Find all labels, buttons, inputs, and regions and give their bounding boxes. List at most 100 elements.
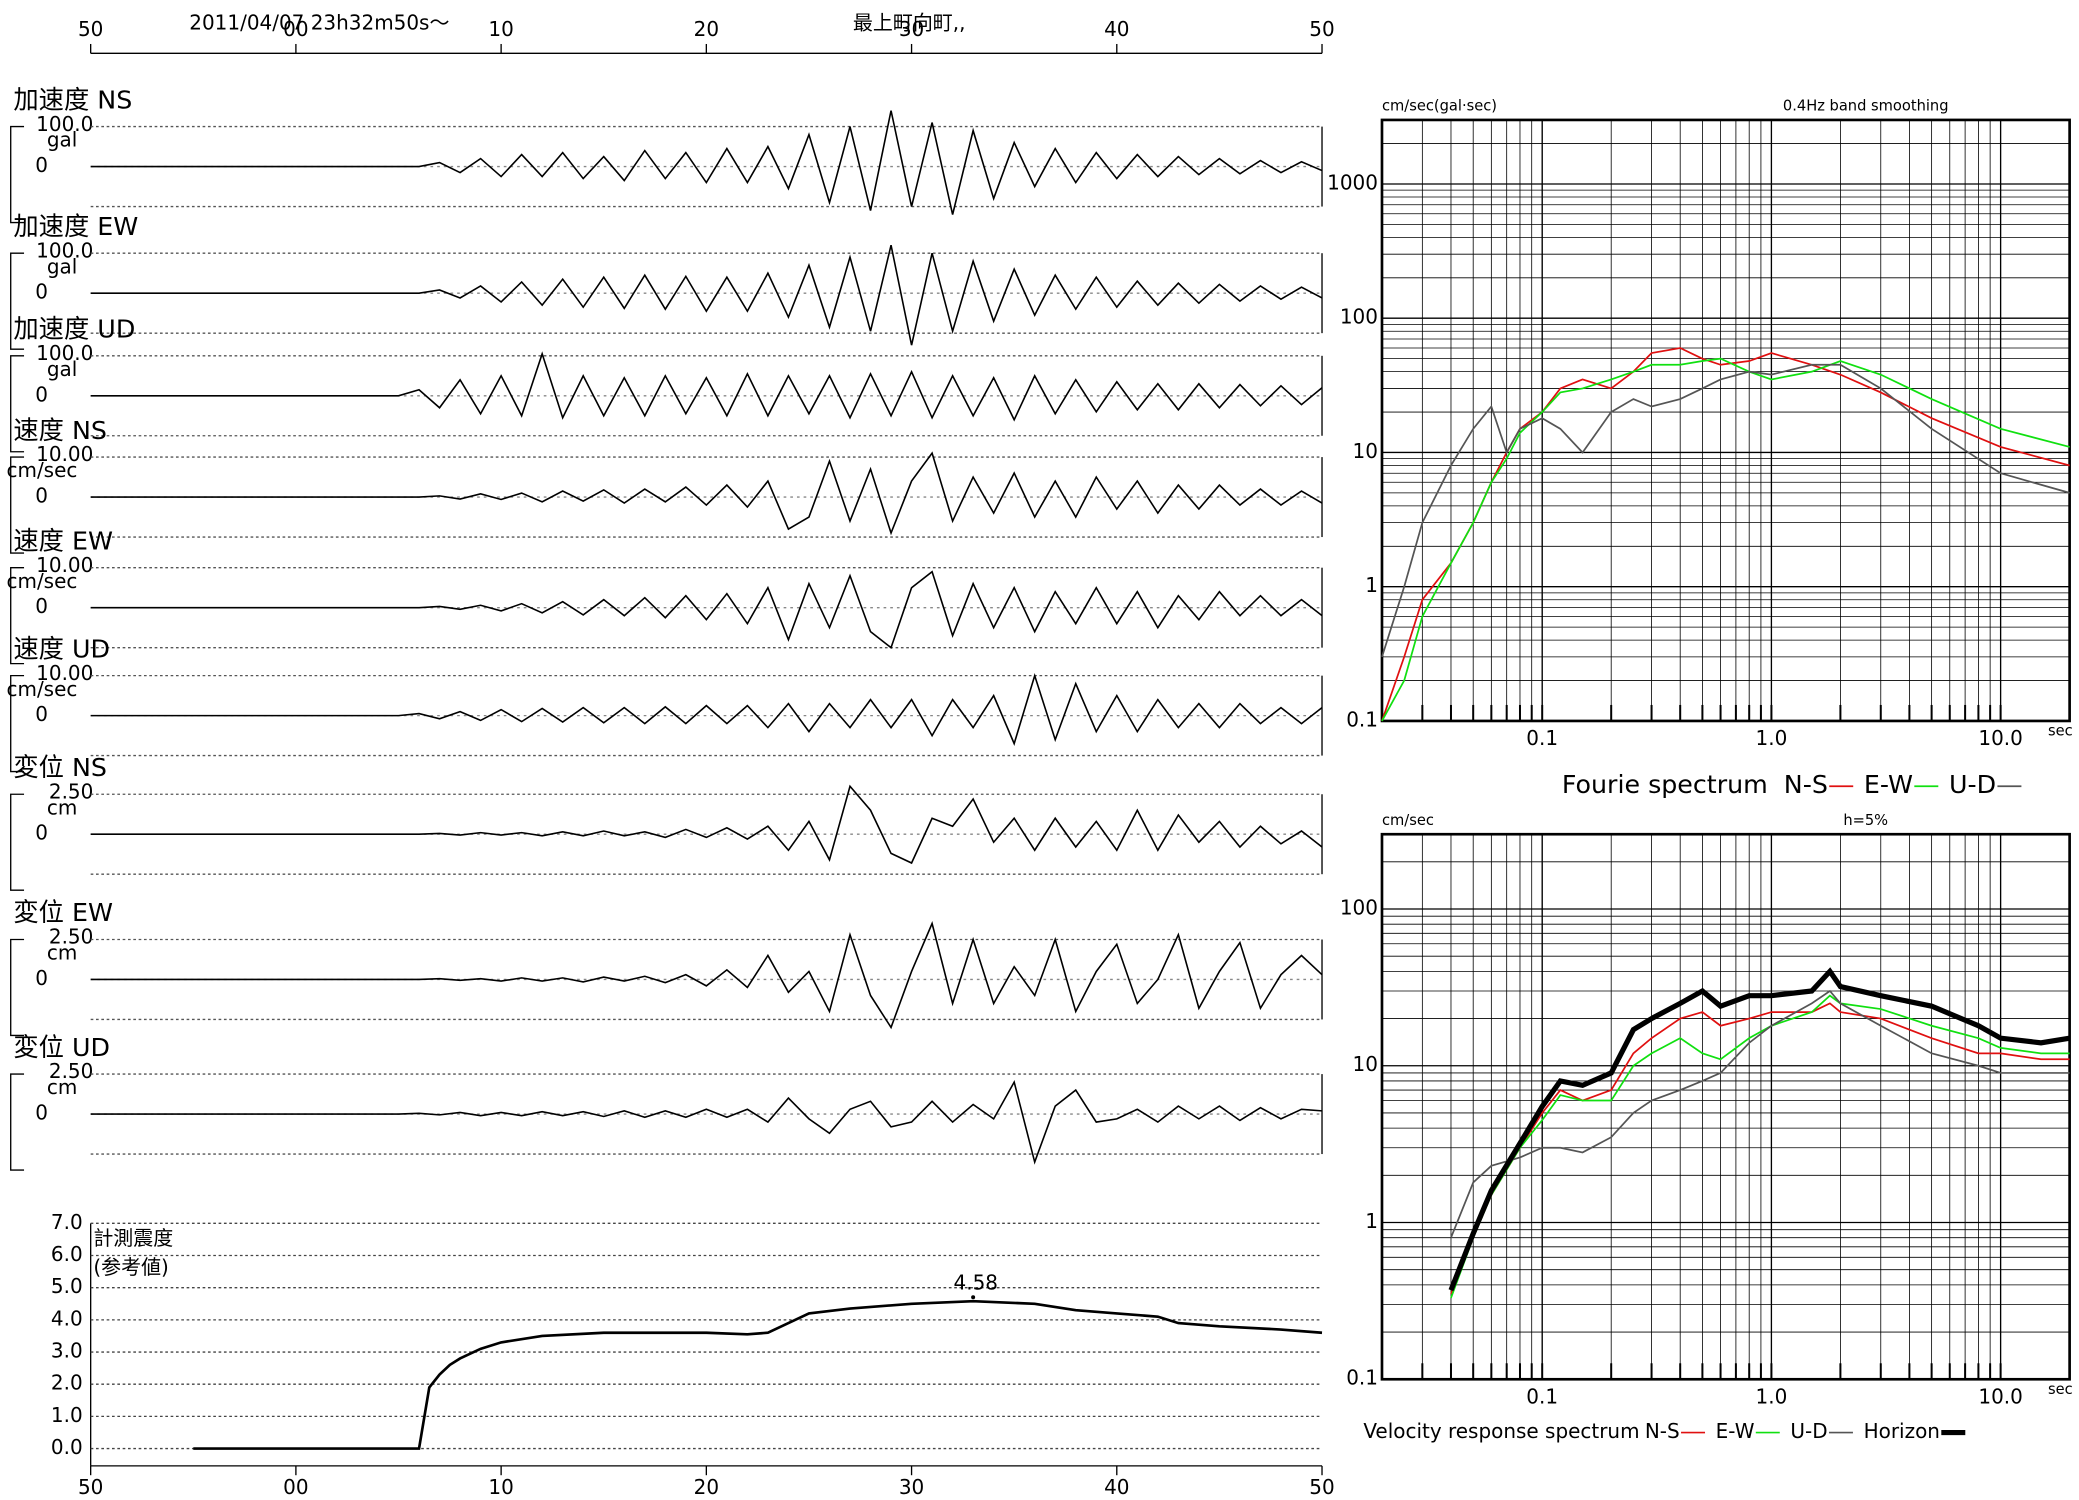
trace-label: 速度 EW	[13, 526, 113, 555]
intensity-tick-label: 5.0	[51, 1274, 83, 1298]
trace-scale: 100.0	[36, 238, 93, 262]
trace-bracket	[10, 125, 25, 224]
trace-bracket	[10, 938, 25, 1037]
trace-zero: 0	[35, 382, 48, 406]
time-tick-label: 40	[1104, 17, 1129, 41]
x-unit: sec	[2048, 1381, 2073, 1398]
trace-bracket	[10, 355, 25, 453]
time-tick-label: 50	[1309, 17, 1334, 41]
time-tick-label: 50	[78, 17, 103, 41]
trace-bracket	[10, 1073, 25, 1171]
intensity-tick-label: 3.0	[51, 1339, 83, 1363]
trace-label: 速度 NS	[13, 416, 107, 445]
x-tick-label: 10.0	[1978, 726, 2022, 750]
time-tick-label: 10	[488, 17, 513, 41]
y-tick-label: 0.1	[1346, 707, 1378, 731]
trace-zero: 0	[35, 702, 48, 726]
spectrum-line	[1450, 989, 2070, 1239]
record-datetime: 2011/04/07 23h32m50s〜	[189, 10, 449, 34]
trace-zero: 0	[35, 594, 48, 618]
y-tick-label: 1	[1365, 1209, 1378, 1233]
waveform	[90, 570, 1323, 649]
time-tick-label: 40	[1104, 1475, 1129, 1499]
y-tick-label: 10	[1353, 439, 1378, 463]
legend-label: E-W	[1864, 770, 1913, 799]
spectrum-line	[1381, 347, 2070, 722]
intensity-tick-label: 1.0	[51, 1403, 83, 1427]
intensity-tick-label: 2.0	[51, 1371, 83, 1395]
legend-label: E-W	[1716, 1419, 1755, 1443]
x-tick-label: 1.0	[1756, 726, 1788, 750]
waveform	[90, 672, 1323, 746]
peak-label: 4.58	[954, 1270, 998, 1294]
x-tick-label: 0.1	[1526, 1384, 1558, 1408]
trace-zero: 0	[35, 1101, 48, 1125]
intensity-tick-label: 4.0	[51, 1306, 83, 1330]
x-tick-label: 0.1	[1526, 726, 1558, 750]
legend-label: N-S	[1784, 770, 1828, 799]
trace-unit: gal	[47, 357, 77, 381]
x-unit: sec	[2048, 723, 2073, 740]
legend-label: U-D	[1949, 770, 1996, 799]
time-tick-label: 30	[899, 1475, 924, 1499]
waveform	[90, 451, 1323, 536]
intensity-curve	[193, 1299, 1323, 1450]
waveform	[90, 1079, 1323, 1165]
trace-unit: gal	[47, 254, 77, 278]
y-tick-label: 100	[1340, 896, 1378, 920]
note: 0.4Hz band smoothing	[1783, 98, 1949, 115]
trace-unit: cm	[47, 795, 77, 819]
trace-zero: 0	[35, 484, 48, 508]
intensity-label: 計測震度	[93, 1226, 173, 1250]
trace-scale: 100.0	[36, 341, 93, 365]
trace-label: 変位 EW	[13, 898, 113, 927]
waveform	[90, 784, 1323, 865]
y-tick-label: 100	[1340, 305, 1378, 329]
waveform	[90, 351, 1323, 422]
trace-scale: 10.00	[36, 442, 93, 466]
spectrum-line	[1381, 363, 2070, 658]
time-tick-label: 00	[283, 1475, 308, 1499]
trace-unit: cm/sec	[7, 677, 78, 701]
time-tick-label: 20	[694, 17, 719, 41]
waveform	[90, 921, 1323, 1030]
trace-unit: cm/sec	[7, 458, 78, 482]
trace-zero: 0	[35, 821, 48, 845]
trace-scale: 100.0	[36, 112, 93, 136]
peak-dot	[971, 1295, 976, 1300]
y-axis-label: cm/sec(gal·sec)	[1382, 98, 1497, 115]
station-name: 最上町向町,,	[853, 10, 966, 34]
plot-frame	[1380, 832, 2071, 1381]
y-tick-label: 0.1	[1346, 1366, 1378, 1390]
trace-label: 加速度 EW	[13, 212, 138, 241]
spectrum-line	[1448, 967, 2071, 1292]
trace-label: 加速度 NS	[13, 85, 132, 114]
spectrum-line	[1381, 357, 2070, 722]
trace-bracket	[10, 793, 25, 891]
time-tick-label: 30	[899, 17, 924, 41]
trace-bracket	[10, 252, 25, 350]
y-tick-label: 10	[1353, 1052, 1378, 1076]
time-tick-label: 00	[283, 17, 308, 41]
trace-scale: 2.50	[49, 779, 93, 803]
waveform	[90, 245, 1323, 346]
trace-label: 変位 UD	[13, 1033, 110, 1062]
x-tick-label: 1.0	[1756, 1384, 1788, 1408]
time-tick-label: 20	[694, 1475, 719, 1499]
x-tick-label: 10.0	[1978, 1384, 2022, 1408]
y-tick-label: 1000	[1327, 170, 1378, 194]
trace-zero: 0	[35, 153, 48, 177]
trace-scale: 2.50	[49, 925, 93, 949]
spectrum-line	[1450, 994, 2070, 1299]
trace-bracket	[10, 456, 25, 554]
trace-scale: 10.00	[36, 553, 93, 577]
time-tick-label: 50	[78, 1475, 103, 1499]
y-axis-label: cm/sec	[1382, 812, 1434, 829]
trace-scale: 10.00	[36, 661, 93, 685]
trace-zero: 0	[35, 966, 48, 990]
trace-label: 速度 UD	[13, 634, 110, 663]
intensity-label: (参考値)	[93, 1255, 169, 1279]
intensity-tick-label: 7.0	[51, 1210, 83, 1234]
trace-unit: cm	[47, 1075, 77, 1099]
time-tick-label: 50	[1309, 1475, 1334, 1499]
